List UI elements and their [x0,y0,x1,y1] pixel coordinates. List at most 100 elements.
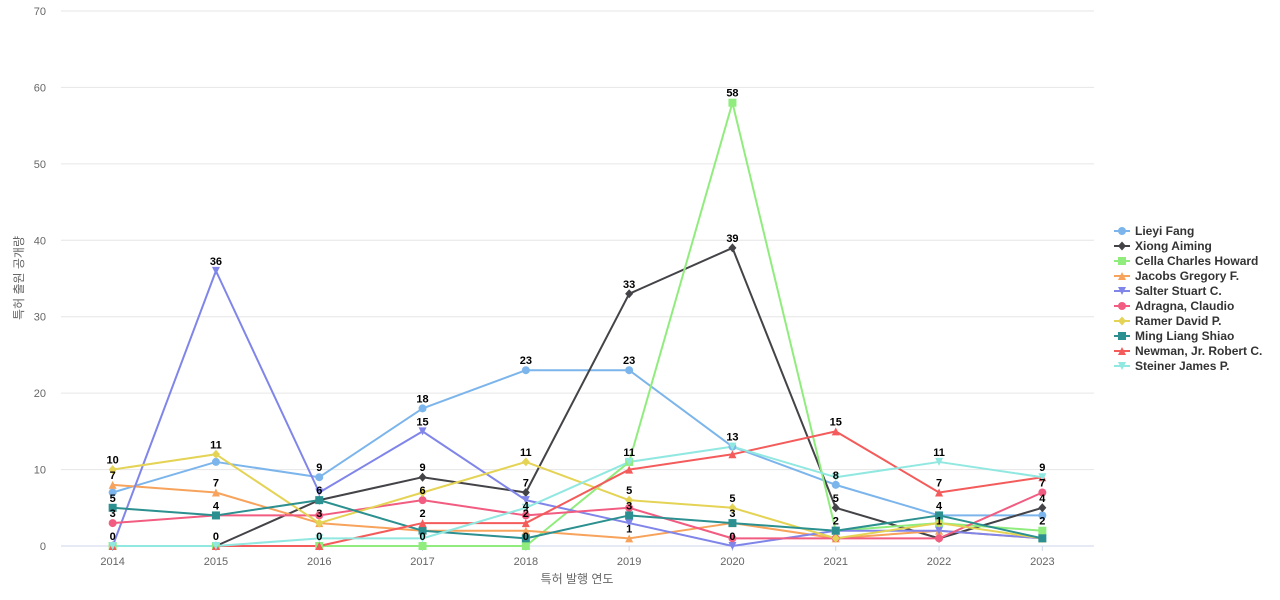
data-point-ming-liang-shiao [418,526,427,535]
data-point-xiong-aiming [831,503,840,513]
data-point-ramer-david-p [418,488,427,497]
data-point-xiong-aiming [625,289,634,299]
data-point-ramer-david-p [521,457,530,467]
data-point-xiong-aiming [1038,503,1047,513]
y-tick-label: 30 [34,312,46,324]
data-label: 5 [729,493,735,505]
data-label: 15 [416,416,428,428]
data-point-adragna-claudio [935,534,944,543]
data-point-steiner-james-p [935,457,944,466]
data-point-ramer-david-p [625,495,634,505]
legend-item-cella-charles-howard[interactable]: Cella Charles Howard [1114,254,1258,268]
series-line-steiner-james-p[interactable] [111,445,1044,547]
data-point-ramer-david-p [315,518,324,528]
data-label: 5 [833,493,839,505]
data-point-steiner-james-p [1038,473,1047,482]
legend-marker [1118,362,1126,370]
series-line-ramer-david-p[interactable] [111,453,1044,540]
legend-marker [1118,332,1126,340]
data-point-steiner-james-p [625,457,634,466]
series-line-newman-jr-robert-c[interactable] [111,430,1044,547]
legend-item-newman-jr-robert-c[interactable]: Newman, Jr. Robert C. [1114,344,1262,358]
data-point-newman-jr-robert-c [728,450,737,459]
data-point-lieyi-fang [315,473,324,482]
y-tick-label: 40 [34,235,46,247]
data-point-lieyi-fang [521,366,530,375]
data-point-cella-charles-howard [521,542,530,550]
data-point-steiner-james-p [108,542,117,550]
x-axis-title: 특허 발행 연도 [541,571,614,586]
data-point-salter-stuart-c [315,488,324,497]
data-label: 7 [523,478,529,490]
data-label: 23 [520,355,532,367]
data-point-adragna-claudio [418,496,427,505]
data-point-ramer-david-p [108,465,117,475]
data-label: 3 [626,500,632,512]
legend-item-adragna-claudio[interactable]: Adragna, Claudio [1114,299,1234,313]
x-tick-label: 2021 [824,556,848,568]
data-label: 6 [316,485,322,497]
data-label: 6 [419,485,425,497]
x-tick-label: 2019 [617,556,641,568]
data-point-adragna-claudio [108,519,117,528]
data-point-lieyi-fang [1038,511,1047,520]
data-point-newman-jr-robert-c [625,465,634,474]
series-line-adragna-claudio[interactable] [111,491,1044,540]
data-label: 7 [110,470,116,482]
data-label: 7 [213,478,219,490]
x-tick-label: 2015 [204,556,228,568]
series-lines [111,101,1044,547]
x-tick-label: 2023 [1030,556,1054,568]
data-point-adragna-claudio [521,511,530,520]
y-tick-label: 0 [40,541,46,553]
data-label: 15 [830,416,842,428]
series-line-xiong-aiming[interactable] [111,246,1044,547]
data-point-newman-jr-robert-c [315,542,324,550]
data-label: 23 [623,355,635,367]
data-label: 13 [726,432,738,444]
x-tick-label: 2016 [307,556,331,568]
legend-item-steiner-james-p[interactable]: Steiner James P. [1114,359,1230,373]
data-label: 7 [936,478,942,490]
data-point-newman-jr-robert-c [831,427,840,436]
data-point-ramer-david-p [831,533,840,543]
legend-marker [1118,347,1126,355]
data-point-lieyi-fang [418,404,427,413]
y-tick-label: 60 [34,82,46,94]
y-tick-label: 50 [34,159,46,171]
series-line-lieyi-fang[interactable] [111,369,1044,517]
data-point-xiong-aiming [728,243,737,253]
data-label: 39 [726,233,738,245]
data-point-ramer-david-p [935,518,944,528]
data-point-steiner-james-p [831,473,840,482]
legend-label: Ming Liang Shiao [1135,329,1234,343]
data-point-salter-stuart-c [728,542,737,550]
legend-item-ramer-david-p[interactable]: Ramer David P. [1114,314,1222,328]
legend-item-jacobs-gregory-f[interactable]: Jacobs Gregory F. [1114,269,1239,283]
x-tick-label: 2014 [100,556,124,568]
data-point-ming-liang-shiao [935,511,944,520]
data-label: 0 [110,531,116,543]
data-point-xiong-aiming [521,488,530,497]
legend-label: Cella Charles Howard [1135,254,1258,268]
data-point-lieyi-fang [108,488,117,497]
legend-label: Steiner James P. [1135,359,1230,373]
legend-marker [1118,287,1126,295]
data-point-steiner-james-p [521,503,530,512]
data-point-steiner-james-p [315,534,324,543]
data-point-adragna-claudio [315,511,324,520]
data-label: 0 [419,531,425,543]
legend-label: Salter Stuart C. [1135,284,1222,298]
data-point-ming-liang-shiao [625,511,634,520]
legend-item-lieyi-fang[interactable]: Lieyi Fang [1114,224,1194,238]
legend-label: Ramer David P. [1135,314,1222,328]
legend-item-ming-liang-shiao[interactable]: Ming Liang Shiao [1114,329,1234,343]
series-line-ming-liang-shiao[interactable] [111,499,1044,540]
legend-item-xiong-aiming[interactable]: Xiong Aiming [1114,239,1212,253]
data-point-jacobs-gregory-f [625,534,634,543]
data-labels: 1075303611740963018159620231174203323115… [107,88,1047,543]
data-point-jacobs-gregory-f [521,526,530,535]
legend-item-salter-stuart-c[interactable]: Salter Stuart C. [1114,284,1222,298]
data-label: 10 [107,455,119,467]
